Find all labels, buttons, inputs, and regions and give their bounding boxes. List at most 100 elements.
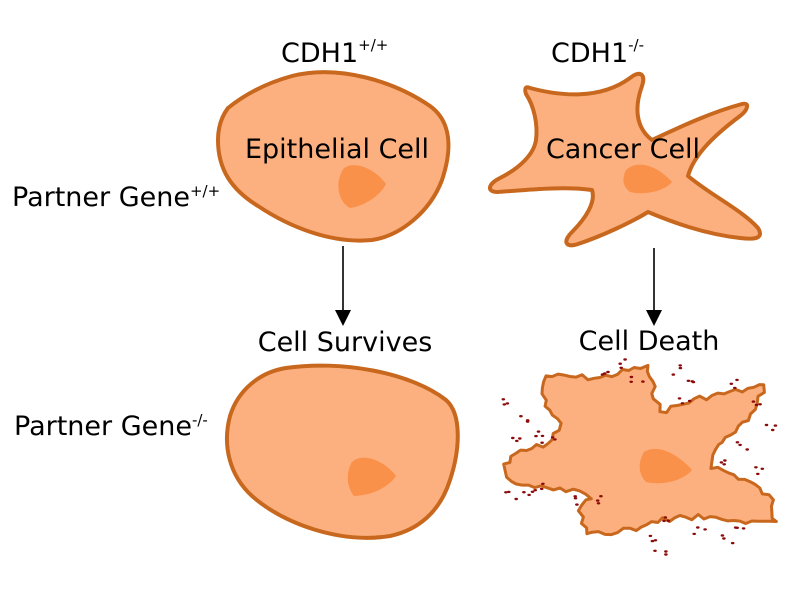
- debris-fragment: [663, 516, 668, 519]
- dying-cell-nucleus: [639, 448, 692, 484]
- debris-fragment: [751, 400, 756, 403]
- arrow-right-head: [646, 310, 662, 326]
- debris-fragment: [678, 364, 682, 367]
- debris-fragment: [729, 382, 734, 385]
- epithelial-cell: Epithelial Cell: [216, 70, 451, 243]
- arrow-left: [335, 246, 351, 326]
- debris-fragment: [530, 490, 535, 493]
- debris-fragment: [599, 495, 603, 498]
- debris-fragment: [539, 487, 544, 491]
- cancer-cell-label: Cancer Cell: [546, 134, 700, 165]
- cancer-cell-nucleus: [623, 164, 672, 194]
- debris-fragment: [527, 493, 531, 497]
- debris-fragment: [533, 489, 537, 492]
- debris-fragment: [735, 526, 739, 529]
- debris-fragment: [505, 402, 510, 405]
- debris-fragment: [536, 430, 541, 433]
- debris-fragment: [678, 366, 683, 370]
- debris-fragment: [722, 537, 726, 540]
- debris-fragment: [671, 373, 676, 376]
- debris-fragment: [550, 436, 555, 439]
- debris-fragment: [641, 380, 645, 383]
- debris-fragment: [686, 379, 691, 382]
- debris-fragment: [514, 497, 518, 501]
- debris-fragment: [504, 491, 508, 494]
- debris-fragment: [720, 534, 725, 537]
- debris-fragment: [653, 539, 658, 542]
- debris-fragment: [691, 380, 696, 384]
- debris-fragment: [600, 373, 605, 376]
- row-header-partner-wildtype: Partner Gene+/+: [12, 182, 220, 213]
- debris-fragment: [741, 527, 746, 530]
- debris-fragment: [515, 439, 519, 443]
- debris-fragment: [696, 526, 700, 529]
- surviving-cell: [225, 363, 460, 540]
- debris-fragment: [629, 375, 634, 379]
- debris-fragment: [754, 466, 758, 469]
- debris-fragment: [534, 434, 538, 438]
- debris-fragment: [722, 463, 726, 466]
- debris-fragment: [680, 402, 685, 405]
- debris-fragment: [595, 499, 600, 502]
- debris-fragment: [575, 503, 579, 506]
- debris-fragment: [553, 438, 557, 441]
- epithelial-cell-membrane: [216, 70, 451, 243]
- debris-fragment: [677, 397, 682, 400]
- column-header-cdh1-wildtype: CDH1+/+: [281, 36, 388, 69]
- debris-fragment: [525, 420, 530, 423]
- debris-fragment: [623, 358, 627, 361]
- debris-fragment: [596, 502, 601, 505]
- debris-fragment: [541, 482, 545, 485]
- debris-fragment: [540, 441, 544, 444]
- epithelial-cell-label: Epithelial Cell: [245, 134, 429, 165]
- column-header-cdh1-knockout: CDH1-/-: [551, 36, 644, 69]
- arrow-right: [646, 248, 662, 326]
- debris-fragment: [540, 434, 545, 438]
- debris-fragment: [606, 370, 610, 374]
- debris-fragment: [653, 549, 657, 552]
- cancer-cell-membrane: [488, 71, 762, 248]
- debris-fragment: [664, 553, 668, 556]
- debris-fragment: [507, 490, 511, 494]
- debris-fragment: [773, 424, 778, 427]
- debris-fragment: [519, 415, 523, 418]
- debris-fragment: [522, 491, 526, 494]
- debris-fragment: [502, 403, 507, 406]
- debris-fragment: [666, 519, 671, 522]
- debris-fragment: [764, 423, 769, 427]
- debris-fragment: [745, 448, 749, 451]
- debris-fragment: [573, 497, 578, 500]
- cell-debris: [501, 358, 778, 556]
- debris-fragment: [754, 403, 759, 407]
- debris-fragment: [650, 539, 655, 543]
- debris-fragment: [687, 399, 692, 403]
- debris-fragment: [735, 441, 740, 444]
- debris-fragment: [618, 362, 622, 365]
- debris-fragment: [629, 380, 633, 383]
- epithelial-cell-nucleus: [338, 165, 386, 208]
- debris-fragment: [730, 541, 735, 545]
- debris-fragment: [735, 378, 739, 382]
- row-header-partner-knockout: Partner Gene-/-: [14, 411, 208, 442]
- debris-fragment: [664, 550, 668, 553]
- debris-fragment: [733, 386, 737, 390]
- debris-fragment: [662, 519, 666, 523]
- debris-fragment: [648, 534, 653, 538]
- debris-fragment: [692, 532, 696, 536]
- debris-fragment: [511, 436, 515, 440]
- debris-fragment: [719, 461, 724, 464]
- debris-fragment: [756, 472, 760, 476]
- outcome-cell-survives: Cell Survives: [258, 327, 433, 358]
- debris-fragment: [758, 403, 762, 406]
- debris-fragment: [738, 443, 742, 447]
- surviving-cell-nucleus: [347, 457, 396, 496]
- debris-fragment: [573, 495, 577, 498]
- debris-fragment: [723, 459, 727, 462]
- dying-cell-membrane: [502, 363, 778, 537]
- debris-fragment: [770, 428, 775, 432]
- debris-fragment: [501, 398, 506, 401]
- outcome-cell-death: Cell Death: [579, 326, 720, 357]
- debris-fragment: [619, 366, 623, 369]
